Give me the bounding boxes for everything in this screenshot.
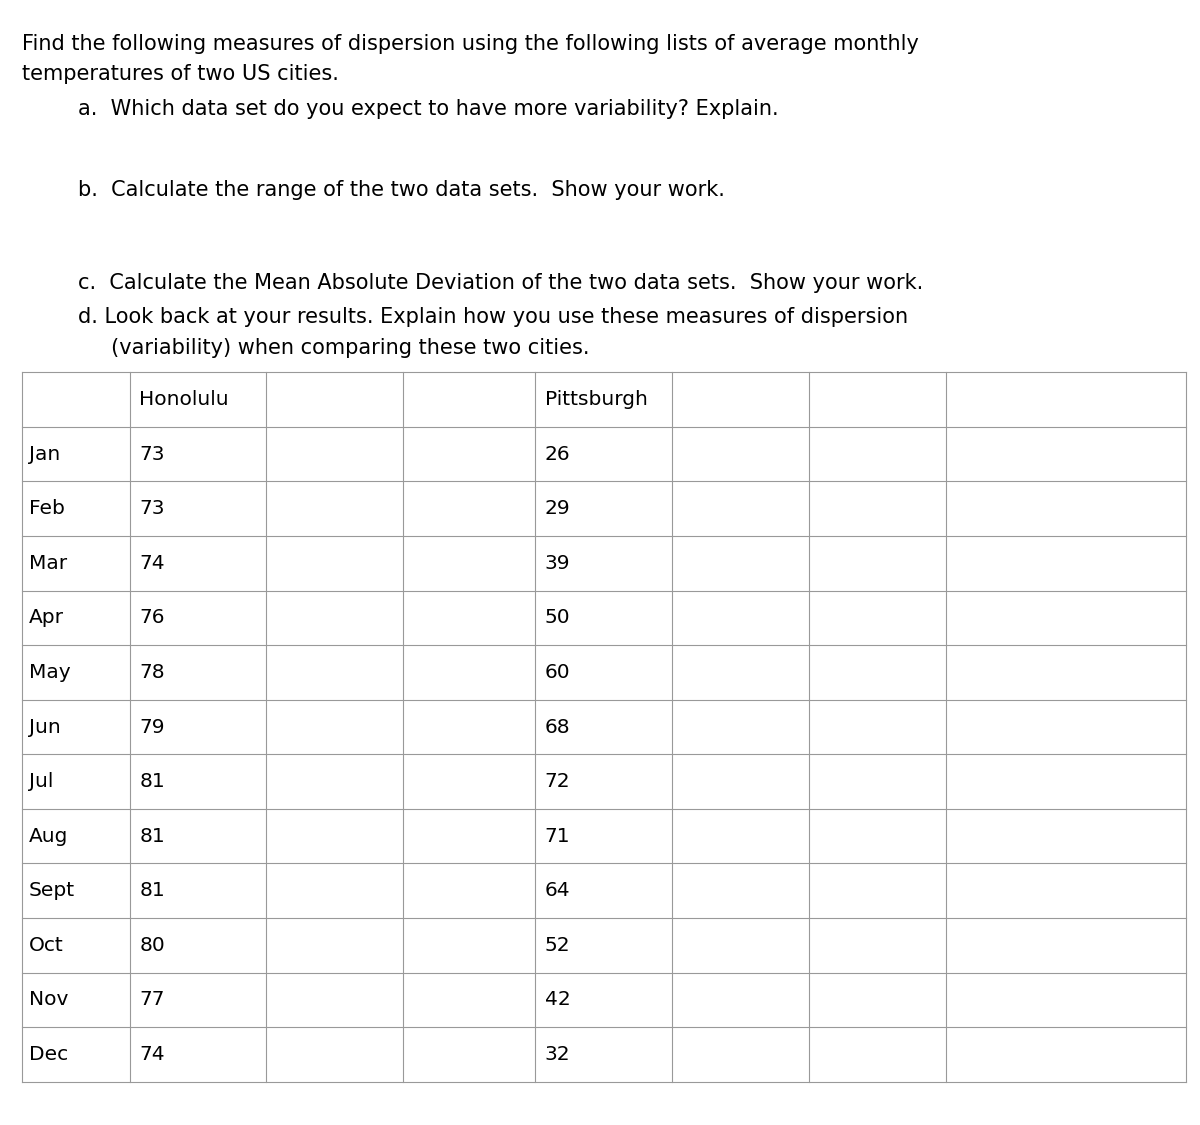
- Text: 80: 80: [139, 936, 164, 955]
- Text: 68: 68: [545, 718, 570, 737]
- Text: 32: 32: [545, 1045, 570, 1064]
- Text: 73: 73: [139, 444, 164, 463]
- Text: a.  Which data set do you expect to have more variability? Explain.: a. Which data set do you expect to have …: [78, 99, 779, 119]
- Text: 78: 78: [139, 663, 164, 682]
- Text: Find the following measures of dispersion using the following lists of average m: Find the following measures of dispersio…: [22, 34, 918, 54]
- Text: 42: 42: [545, 990, 570, 1009]
- Text: 26: 26: [545, 444, 570, 463]
- Text: 76: 76: [139, 609, 164, 628]
- Text: 50: 50: [545, 609, 570, 628]
- Text: d. Look back at your results. Explain how you use these measures of dispersion: d. Look back at your results. Explain ho…: [78, 307, 908, 327]
- Text: 60: 60: [545, 663, 570, 682]
- Text: Pittsburgh: Pittsburgh: [545, 390, 648, 410]
- Text: 64: 64: [545, 881, 570, 900]
- Text: 81: 81: [139, 881, 164, 900]
- Text: Dec: Dec: [29, 1045, 68, 1064]
- Text: Aug: Aug: [29, 827, 68, 846]
- Text: Jan: Jan: [29, 444, 60, 463]
- Text: b.  Calculate the range of the two data sets.  Show your work.: b. Calculate the range of the two data s…: [78, 180, 725, 200]
- Text: Feb: Feb: [29, 500, 65, 519]
- Text: 71: 71: [545, 827, 570, 846]
- Text: temperatures of two US cities.: temperatures of two US cities.: [22, 64, 338, 84]
- Text: 77: 77: [139, 990, 164, 1009]
- Text: 29: 29: [545, 500, 570, 519]
- Text: 74: 74: [139, 1045, 164, 1064]
- Text: 52: 52: [545, 936, 570, 955]
- Text: Nov: Nov: [29, 990, 68, 1009]
- Text: c.  Calculate the Mean Absolute Deviation of the two data sets.  Show your work.: c. Calculate the Mean Absolute Deviation…: [78, 273, 923, 294]
- Text: Mar: Mar: [29, 554, 67, 573]
- Text: Apr: Apr: [29, 609, 64, 628]
- Text: Sept: Sept: [29, 881, 74, 900]
- Text: 79: 79: [139, 718, 164, 737]
- Text: 72: 72: [545, 772, 570, 791]
- Text: 81: 81: [139, 827, 164, 846]
- Text: Honolulu: Honolulu: [139, 390, 229, 410]
- Text: 74: 74: [139, 554, 164, 573]
- Text: (variability) when comparing these two cities.: (variability) when comparing these two c…: [78, 338, 589, 358]
- Text: Jul: Jul: [29, 772, 53, 791]
- Text: Oct: Oct: [29, 936, 64, 955]
- Text: 39: 39: [545, 554, 570, 573]
- Text: Jun: Jun: [29, 718, 60, 737]
- Text: 81: 81: [139, 772, 164, 791]
- Text: May: May: [29, 663, 71, 682]
- Text: 73: 73: [139, 500, 164, 519]
